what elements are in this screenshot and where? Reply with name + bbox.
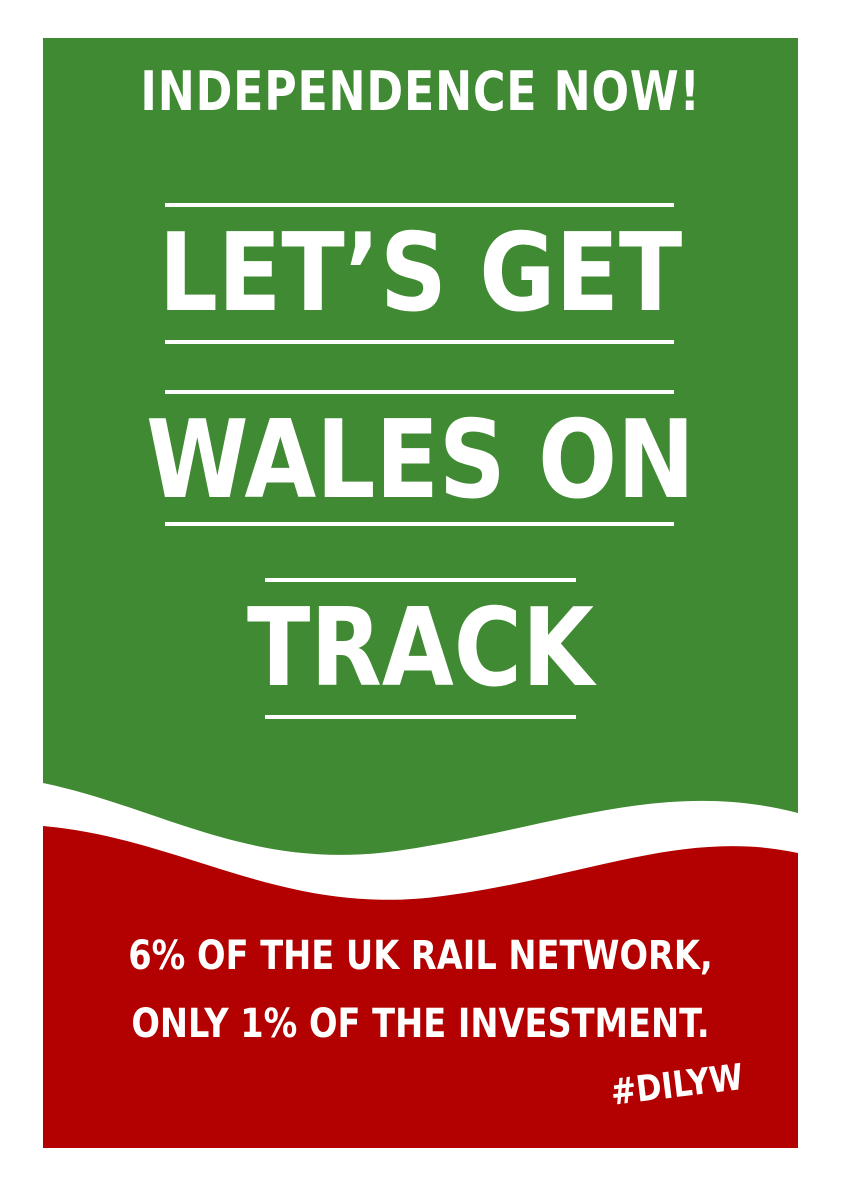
poster: INDEPENDENCE NOW! LET’S GET WALES ON TRA… (43, 38, 798, 1148)
rule-line2-bottom (165, 522, 674, 526)
rule-line2-top (165, 390, 674, 394)
independence-now-heading: INDEPENDENCE NOW! (140, 60, 701, 123)
rule-line3-top (265, 578, 576, 582)
stat-line-1: 6% OF THE UK RAIL NETWORK, (128, 933, 713, 979)
rule-line1-bottom (165, 340, 674, 344)
stat-line-2: ONLY 1% OF THE INVESTMENT. (131, 1001, 710, 1047)
rule-line1-top (165, 203, 674, 207)
red-wave-section (43, 783, 798, 1148)
main-line-3: TRACK (247, 586, 594, 711)
main-line-2: WALES ON (146, 398, 695, 523)
rule-line3-bottom (265, 715, 576, 719)
red-area (43, 826, 798, 1148)
main-line-1: LET’S GET (158, 211, 683, 336)
